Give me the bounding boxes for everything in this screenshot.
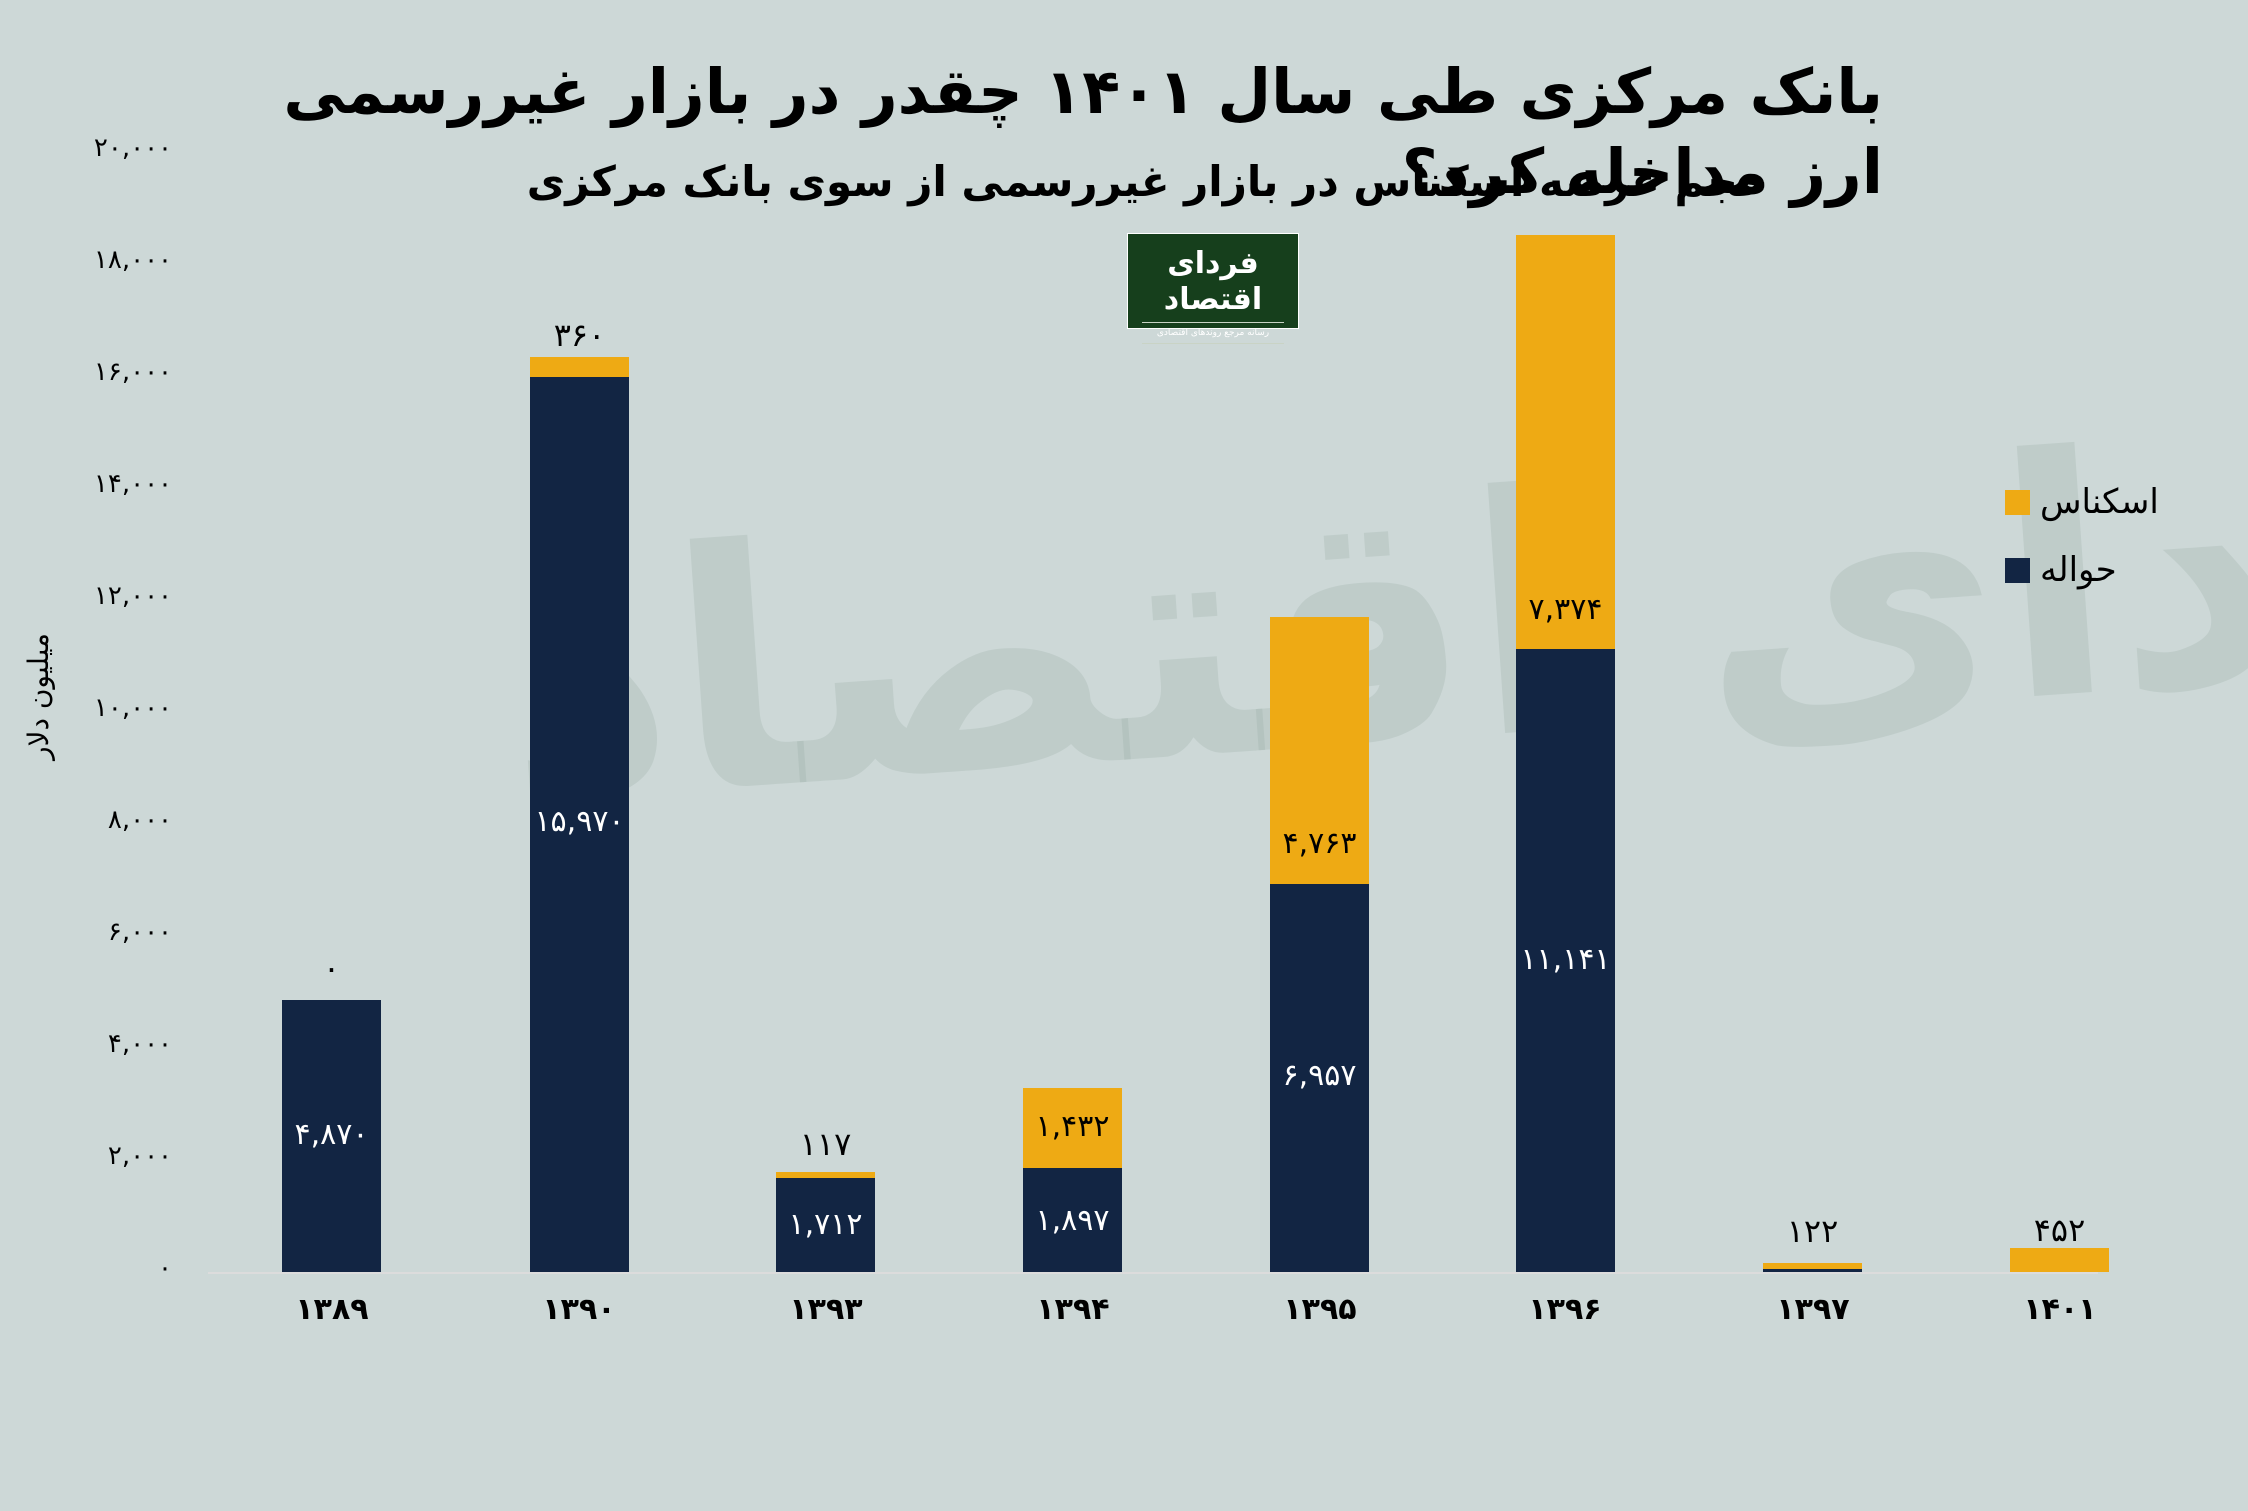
bar-value-label: ۱۵,۹۷۰ — [534, 804, 625, 839]
y-tick: ۸,۰۰۰ — [107, 805, 172, 835]
x-tick: ۱۴۰۱ — [2023, 1292, 2097, 1327]
bar-segment-eskenas — [1763, 1263, 1862, 1269]
bar-segment-eskenas: ۴,۷۶۳ — [1270, 617, 1369, 884]
y-tick: ۱۴,۰۰۰ — [93, 469, 172, 499]
bar-value-label: ۴,۷۶۳ — [1282, 826, 1357, 861]
legend-label: اسکناس — [2040, 482, 2159, 522]
y-tick: ۶,۰۰۰ — [107, 917, 172, 947]
chart-subtitle: حجم عرضه اسکناس در بازار غیررسمی از سوی … — [526, 157, 1768, 206]
bar-segment-eskenas — [530, 357, 629, 377]
y-tick: ۰ — [158, 1253, 172, 1283]
bar-segment-eskenas: ۱,۴۳۲ — [1023, 1088, 1122, 1168]
y-tick: ۱۸,۰۰۰ — [93, 245, 172, 275]
bar-1394: ۱,۴۳۲ ۱,۸۹۷ — [1023, 1088, 1122, 1272]
bar-segment-eskenas — [776, 1172, 875, 1178]
bar-segment-hawala: ۱۵,۹۷۰ — [530, 377, 629, 1272]
y-tick: ۱۲,۰۰۰ — [93, 581, 172, 611]
bar-value-label: ۱۲۲ — [1786, 1212, 1839, 1250]
bar-segment-hawala: ۱۱,۱۴۱ — [1516, 649, 1615, 1272]
x-tick: ۱۳۹۶ — [1528, 1292, 1602, 1327]
bar-value-label: ۱۱۷ — [799, 1125, 852, 1163]
bar-1390: ۱۵,۹۷۰ ۳۶۰ — [530, 317, 629, 1272]
bar-segment-hawala: ۱,۷۱۲ — [776, 1178, 875, 1272]
bar-1395: ۴,۷۶۳ ۶,۹۵۷ — [1270, 617, 1369, 1272]
bar-segment-eskenas — [2010, 1248, 2109, 1272]
logo-divider — [1142, 343, 1284, 344]
logo-text: فردای اقتصاد — [1163, 246, 1263, 317]
bar-1389: ۴,۸۷۰ ۰ — [282, 950, 381, 1272]
x-tick: ۱۳۹۰ — [542, 1292, 616, 1327]
chart-title: بانک مرکزی طی سال ۱۴۰۱ چقدر در بازار غیر… — [283, 55, 1883, 208]
legend-swatch-icon — [2005, 489, 2030, 515]
bar-1397: ۱۲۲ — [1763, 1213, 1862, 1272]
x-tick: ۱۳۹۵ — [1283, 1292, 1357, 1327]
bar-value-label: ۶,۹۵۷ — [1282, 1058, 1357, 1093]
logo-divider — [1142, 322, 1284, 323]
bar-value-label: ۱۱,۱۴۱ — [1520, 942, 1611, 977]
x-tick: ۱۳۸۹ — [295, 1292, 369, 1327]
bar-value-label: ۱,۴۳۲ — [1035, 1109, 1110, 1144]
x-tick: ۱۳۹۴ — [1036, 1292, 1110, 1327]
bar-1401: ۴۵۲ — [2010, 1212, 2109, 1272]
bar-value-label: ۱,۸۹۷ — [1035, 1203, 1110, 1238]
legend-swatch-icon — [2005, 557, 2030, 583]
bar-1393: ۱,۷۱۲ ۱۱۷ — [776, 1126, 875, 1272]
bar-segment-hawala — [1763, 1269, 1862, 1272]
y-tick: ۱۰,۰۰۰ — [93, 693, 172, 723]
bar-segment-hawala: ۴,۸۷۰ — [282, 1000, 381, 1272]
x-axis-baseline — [208, 1272, 2098, 1274]
bar-segment-hawala: ۱,۸۹۷ — [1023, 1168, 1122, 1272]
bar-value-label: ۱,۷۱۲ — [788, 1207, 863, 1242]
bar-1396: ۷,۳۷۴ ۱۱,۱۴۱ — [1516, 235, 1615, 1272]
bar-value-label: ۰ — [322, 949, 341, 987]
y-tick: ۲۰,۰۰۰ — [93, 133, 172, 163]
bar-value-label: ۴۵۲ — [2033, 1211, 2086, 1249]
x-tick: ۱۳۹۷ — [1776, 1292, 1850, 1327]
legend-label: حواله — [2040, 550, 2117, 590]
y-axis-label: میلیون دلار — [22, 632, 55, 760]
bar-value-label: ۷,۳۷۴ — [1528, 592, 1603, 627]
brand-logo: فردای اقتصاد رسانه مرجع روندهای اقتصادی — [1127, 233, 1299, 344]
logo-tagline: رسانه مرجع روندهای اقتصادی — [1156, 328, 1270, 338]
x-tick: ۱۳۹۳ — [789, 1292, 863, 1327]
bar-segment-eskenas: ۷,۳۷۴ — [1516, 235, 1615, 649]
y-tick: ۴,۰۰۰ — [107, 1029, 172, 1059]
y-tick: ۱۶,۰۰۰ — [93, 357, 172, 387]
bar-segment-hawala: ۶,۹۵۷ — [1270, 884, 1369, 1272]
legend-item-eskenas: اسکناس — [2005, 482, 2159, 522]
bar-value-label: ۳۶۰ — [553, 316, 606, 354]
bar-value-label: ۴,۸۷۰ — [294, 1117, 369, 1152]
y-tick: ۲,۰۰۰ — [107, 1141, 172, 1171]
legend-item-hawala: حواله — [2005, 550, 2117, 590]
